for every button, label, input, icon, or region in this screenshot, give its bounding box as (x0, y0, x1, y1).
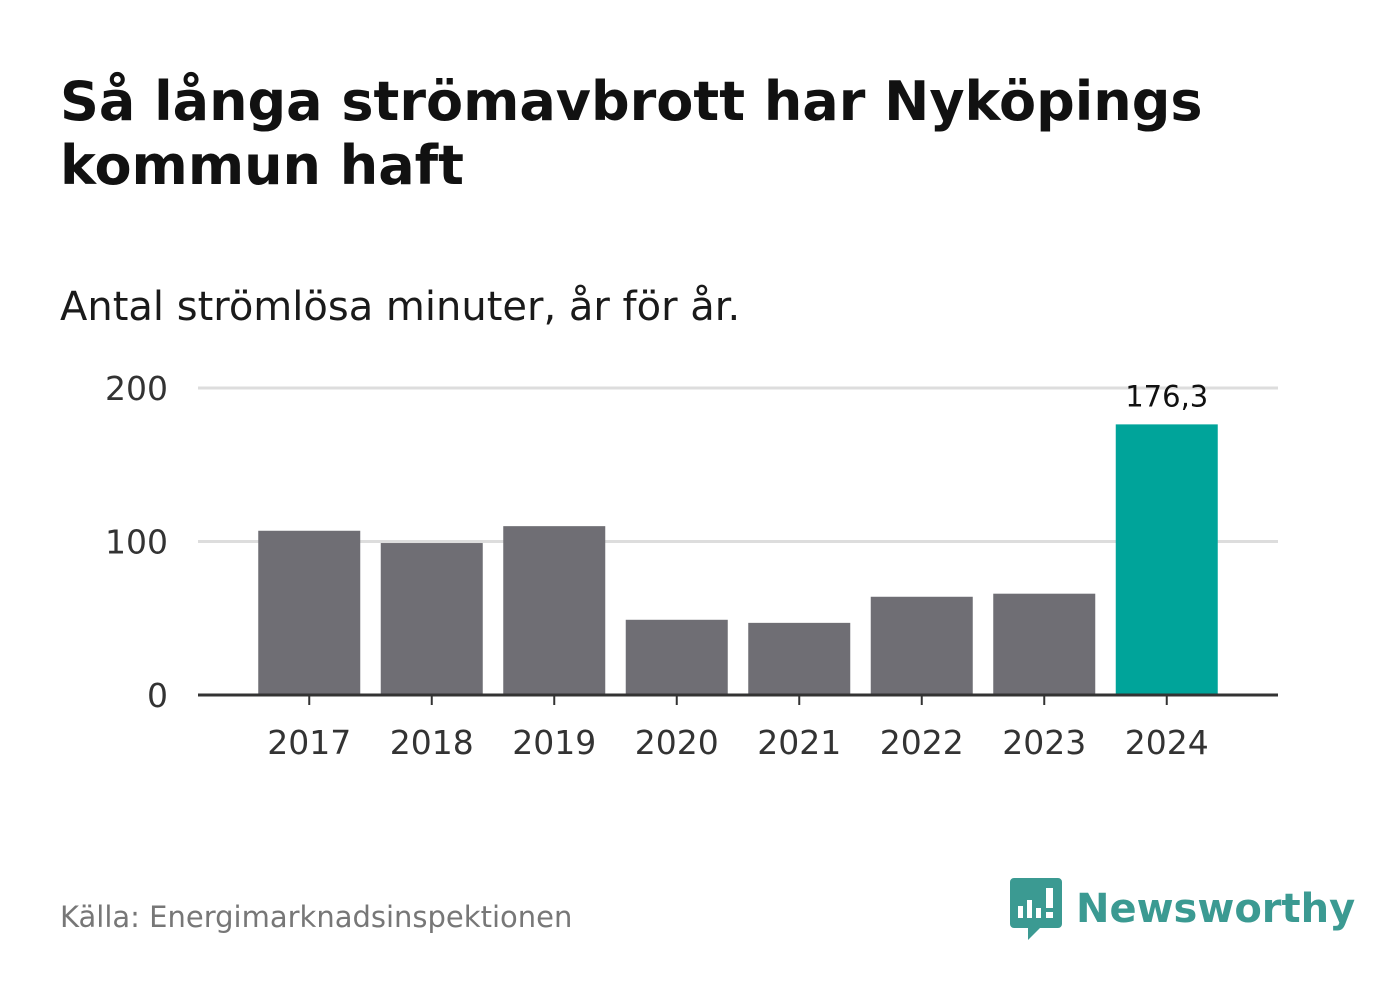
brand-name: Newsworthy (1076, 886, 1356, 932)
y-tick-label: 200 (105, 369, 168, 408)
x-tick-label: 2017 (267, 723, 351, 762)
bar (748, 622, 851, 695)
x-tick-label: 2021 (757, 723, 841, 762)
bar (258, 530, 361, 695)
x-tick-label: 2018 (390, 723, 474, 762)
x-tick-label: 2024 (1125, 723, 1209, 762)
chart-subtitle: Antal strömlösa minuter, år för år. (60, 284, 741, 330)
bar (503, 526, 606, 695)
brand-logo: Newsworthy (1010, 878, 1355, 940)
y-tick-label: 100 (105, 523, 168, 562)
bar (870, 596, 973, 695)
source-note: Källa: Energimarknadsinspektionen (60, 900, 573, 934)
chart-speech-bubble-icon (1010, 878, 1062, 940)
bar (993, 593, 1096, 695)
x-tick-label: 2023 (1002, 723, 1086, 762)
bar (380, 543, 483, 695)
y-tick-label: 0 (147, 676, 168, 715)
bar (625, 619, 728, 695)
data-label: 176,3 (1125, 379, 1208, 413)
x-tick-label: 2020 (635, 723, 719, 762)
x-tick-label: 2019 (512, 723, 596, 762)
x-tick-label: 2022 (880, 723, 964, 762)
bar (1115, 424, 1218, 695)
chart-title: Så långa strömavbrott har Nyköpings komm… (60, 70, 1203, 197)
